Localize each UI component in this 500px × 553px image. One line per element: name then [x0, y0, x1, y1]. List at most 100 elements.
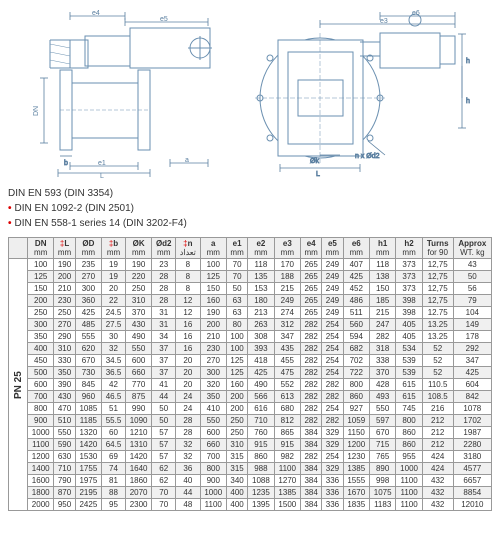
table-row: 2002303602231028121606318024926524948618… [9, 295, 492, 307]
cell: 249 [322, 295, 343, 307]
cell: 8 [176, 271, 200, 283]
cell: 539 [396, 367, 422, 379]
cell: 235 [75, 259, 101, 271]
cell: 28 [152, 295, 176, 307]
cell: 424 [422, 463, 453, 475]
cell: 424 [422, 451, 453, 463]
cell: 125 [226, 367, 247, 379]
cell: 955 [396, 451, 422, 463]
cell: 485 [75, 319, 101, 331]
cell: 432 [422, 475, 453, 487]
cell: 390 [54, 379, 75, 391]
diagram-left: b e4 e5 DN e1 L a [30, 8, 220, 178]
cell: 428 [369, 379, 395, 391]
cell: 960 [75, 391, 101, 403]
cell: 384 [301, 475, 322, 487]
cell: 1835 [343, 499, 369, 511]
cell: 990 [125, 403, 151, 415]
cell: 250 [54, 307, 75, 319]
table-row: PN 2510019023519190238100701181702652494… [9, 259, 492, 271]
cell: 50 [226, 283, 247, 295]
cell: 1183 [369, 499, 395, 511]
cell: 670 [75, 355, 101, 367]
cell: 1085 [75, 403, 101, 415]
cell: 63 [226, 307, 247, 319]
cell: 552 [274, 379, 300, 391]
cell: 56 [453, 283, 491, 295]
cell: 550 [200, 415, 226, 427]
table-row: 1800870219588207070441000400123513853843… [9, 487, 492, 499]
cell: 290 [54, 331, 75, 343]
cell: 1860 [125, 475, 151, 487]
cell: 1420 [125, 451, 151, 463]
cell: 282 [301, 355, 322, 367]
cell: 2280 [453, 439, 491, 451]
cell: 282 [301, 319, 322, 331]
col-header: amm [200, 238, 226, 259]
cell: 336 [322, 475, 343, 487]
cell: 1385 [343, 463, 369, 475]
cell: 330 [54, 355, 75, 367]
table-row: 1100590142064.51310573266031091591538432… [9, 439, 492, 451]
cell: 213 [248, 307, 274, 319]
cell: 1090 [125, 415, 151, 427]
cell: 1987 [453, 427, 491, 439]
table-row: 1400710175574164062368003159881100384329… [9, 463, 492, 475]
cell: 64.5 [102, 439, 126, 451]
table-row: 1502103002025028815050153215265249452150… [9, 283, 492, 295]
cell: 20 [176, 379, 200, 391]
cell: 36 [176, 463, 200, 475]
cell: 70 [226, 259, 247, 271]
cell: 282 [369, 331, 395, 343]
dim-od2: n x Ød2 [355, 153, 380, 160]
cell: 254 [322, 355, 343, 367]
col-header: e2mm [248, 238, 274, 259]
dim-ok: Øk [310, 158, 319, 165]
cell: 3180 [453, 451, 491, 463]
cell: 230 [200, 343, 226, 355]
standard-text: DIN EN 558-1 series 14 (DIN 3202-F4) [15, 218, 187, 229]
cell: 982 [274, 451, 300, 463]
cell: 430 [125, 319, 151, 331]
cell: 118 [248, 259, 274, 271]
cell: 60 [102, 427, 126, 439]
cell: 104 [453, 307, 491, 319]
cell: 860 [396, 439, 422, 451]
cell: 550 [54, 427, 75, 439]
cell: 702 [343, 355, 369, 367]
cell: 2195 [75, 487, 101, 499]
cell: 336 [322, 499, 343, 511]
cell: 42 [102, 379, 126, 391]
cell: 125 [28, 271, 54, 283]
cell: 384 [301, 427, 322, 439]
cell: 110.5 [422, 379, 453, 391]
cell: 292 [453, 343, 491, 355]
cell: 210 [200, 331, 226, 343]
cell: 70 [152, 487, 176, 499]
cell: 40 [176, 475, 200, 487]
cell: 282 [322, 379, 343, 391]
cell: 34 [152, 331, 176, 343]
cell: 318 [369, 343, 395, 355]
cell: 398 [396, 307, 422, 319]
cell: 282 [301, 331, 322, 343]
cell: 432 [422, 487, 453, 499]
cell: 37 [152, 355, 176, 367]
diagram-right-svg: h1 h2 L [240, 8, 470, 178]
cell: 373 [396, 283, 422, 295]
cell: 1640 [125, 463, 151, 475]
table-row: 1600790197581186062409003401088127038433… [9, 475, 492, 487]
dim-e4: e4 [92, 10, 100, 17]
cell: 475 [274, 367, 300, 379]
cell: 310 [54, 343, 75, 355]
cell: 410 [200, 403, 226, 415]
col-header: ØKmm [125, 238, 151, 259]
pn-col-head [9, 238, 28, 259]
cell: 616 [248, 403, 274, 415]
cell: 1078 [453, 403, 491, 415]
standard-text: DIN EN 593 (DIN 3354) [8, 188, 113, 199]
table-row: 70043096046.5875442435020056661328228286… [9, 391, 492, 403]
cell: 1200 [28, 451, 54, 463]
standard-line: DIN EN 593 (DIN 3354) [8, 186, 492, 201]
cell: 160 [200, 295, 226, 307]
